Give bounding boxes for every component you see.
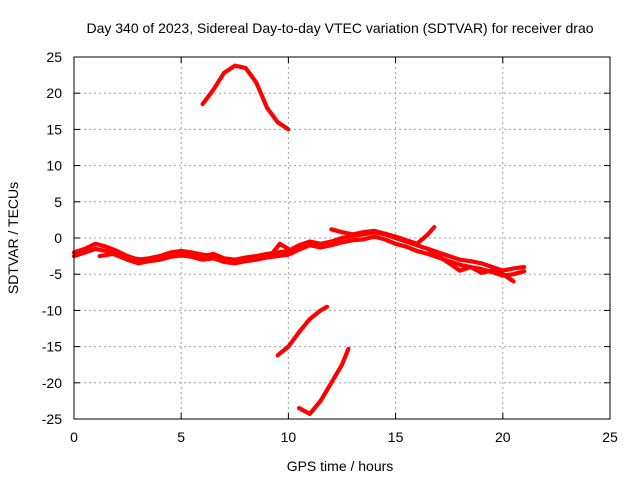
x-axis-label: GPS time / hours bbox=[287, 458, 394, 474]
y-tick-label: 5 bbox=[54, 194, 62, 210]
y-tick-label: 0 bbox=[54, 230, 62, 246]
series-arc-upper bbox=[200, 63, 291, 132]
series-group bbox=[71, 63, 527, 416]
series-band-mid-trace bbox=[97, 241, 291, 264]
series-band-upper-late bbox=[329, 225, 437, 246]
y-tick-label: -25 bbox=[42, 411, 62, 427]
y-tick-labels: -25 -20 -15 -10 -5 0 5 10 15 20 25 bbox=[42, 49, 62, 427]
y-tick-label: 20 bbox=[46, 85, 62, 101]
x-tick-label: 10 bbox=[281, 429, 297, 445]
x-tick-label: 15 bbox=[388, 429, 404, 445]
chart-title: Day 340 of 2023, Sidereal Day-to-day VTE… bbox=[86, 20, 593, 36]
series-band-lower-late bbox=[425, 246, 516, 284]
y-tick-label: -10 bbox=[42, 302, 62, 318]
x-tick-label: 5 bbox=[177, 429, 185, 445]
x-tick-label: 20 bbox=[495, 429, 511, 445]
y-tick-label: 10 bbox=[46, 158, 62, 174]
x-tick-label: 25 bbox=[602, 429, 618, 445]
x-tick-labels: 0 5 10 15 20 25 bbox=[70, 429, 618, 445]
x-tick-label: 0 bbox=[70, 429, 78, 445]
y-tick-label: 15 bbox=[46, 121, 62, 137]
y-tick-label: 25 bbox=[46, 49, 62, 65]
y-tick-label: -20 bbox=[42, 375, 62, 391]
y-tick-label: -15 bbox=[42, 339, 62, 355]
y-tick-label: -5 bbox=[50, 266, 63, 282]
series-segment-lower-a bbox=[275, 304, 330, 358]
y-axis-label: SDTVAR / TECUs bbox=[5, 182, 21, 294]
plot-frame bbox=[73, 56, 611, 420]
series-segment-lower-b bbox=[297, 346, 351, 416]
